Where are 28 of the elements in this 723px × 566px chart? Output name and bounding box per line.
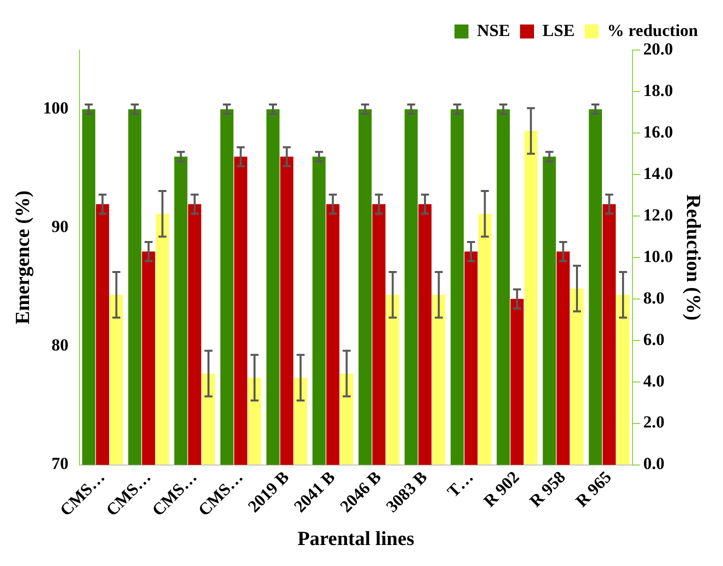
legend-label: NSE <box>476 20 510 40</box>
bar <box>294 378 308 464</box>
y-tick-label: 90 <box>52 217 68 236</box>
x-tick-label: T… <box>443 468 477 502</box>
legend-label: % reduction <box>607 20 699 40</box>
x-tick-label: R 965 <box>572 468 616 511</box>
y-tick-label: 80 <box>52 336 68 355</box>
y2-tick-label: 0.0 <box>643 454 664 474</box>
y-tick-label: 100 <box>43 98 68 118</box>
y2-tick-label: 20.0 <box>643 39 673 58</box>
legend-label: LSE <box>542 20 575 40</box>
y2-axis-title: Reduction (%) <box>682 194 704 320</box>
y2-tick-label: 12.0 <box>643 205 673 224</box>
y2-tick-label: 10.0 <box>643 246 673 266</box>
bar <box>248 378 262 464</box>
x-tick-label: R 958 <box>526 468 570 511</box>
y2-tick-label: 2.0 <box>643 412 664 432</box>
y2-tick-label: 16.0 <box>643 122 673 142</box>
y-axis-title: Emergence (%) <box>12 190 34 324</box>
y2-tick-label: 18.0 <box>643 80 673 100</box>
x-axis-title: Parental lines <box>297 528 415 550</box>
x-tick-label: R 902 <box>480 468 524 511</box>
y2-tick-label: 4.0 <box>643 371 664 390</box>
y2-tick-label: 8.0 <box>643 288 664 308</box>
y2-tick-label: 14.0 <box>643 164 673 183</box>
y-tick-label: 70 <box>52 454 68 474</box>
y2-tick-label: 6.0 <box>643 330 664 349</box>
bar <box>524 130 538 464</box>
